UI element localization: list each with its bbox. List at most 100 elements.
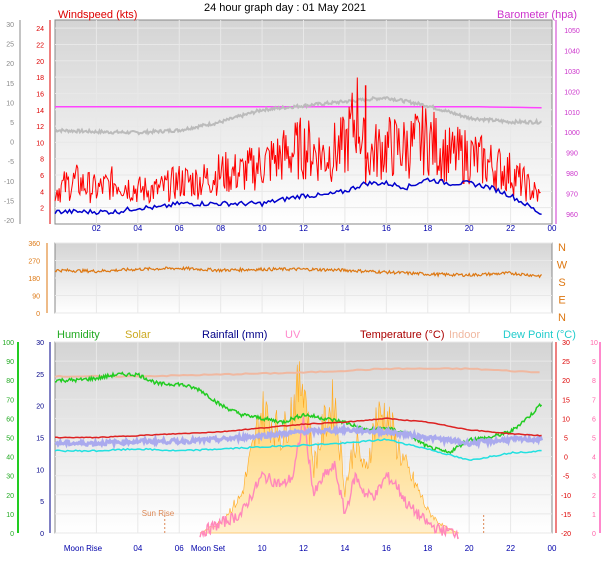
uv-tick-label: 2 bbox=[592, 493, 596, 500]
humidity-tick-label: 60 bbox=[6, 416, 14, 423]
wind-tick-label: 8 bbox=[40, 157, 44, 164]
avg-windspeed-line bbox=[54, 177, 542, 216]
indoor-line bbox=[54, 367, 540, 378]
temp-tick-label: 0 bbox=[564, 455, 568, 462]
x-tick-label: 08 bbox=[216, 224, 225, 233]
panel-wind-series bbox=[54, 77, 542, 216]
solar-label: Solar bbox=[125, 329, 151, 341]
humidity-tick-label: 100 bbox=[2, 340, 14, 347]
moon-set-label: Moon Set bbox=[191, 544, 226, 553]
humidity-tick-label: 10 bbox=[6, 512, 14, 519]
barometer-tick-label: 1030 bbox=[564, 69, 580, 76]
uv-tick-label: 3 bbox=[592, 474, 596, 481]
uv-line bbox=[199, 416, 460, 540]
panel-wind-axes: 24681012141618202224302520151050-5-10-15… bbox=[4, 20, 580, 233]
x-tick-label: 10 bbox=[258, 224, 267, 233]
x-tick-label: 22 bbox=[506, 224, 515, 233]
temp-tick-label: -20 bbox=[4, 218, 14, 225]
x-tick-label: 18 bbox=[423, 544, 432, 553]
barometer-tick-label: 970 bbox=[566, 191, 578, 198]
sun-rise-label: Sun Rise bbox=[142, 509, 175, 518]
compass-label: W bbox=[557, 260, 568, 272]
barometer-tick-label: 1000 bbox=[564, 130, 580, 137]
uv-tick-label: 8 bbox=[592, 378, 596, 385]
windspeed-label: Windspeed (kts) bbox=[58, 9, 137, 21]
rain-tick-label: 10 bbox=[36, 467, 44, 474]
x-tick-label: 14 bbox=[340, 544, 349, 553]
compass-label: N bbox=[558, 242, 566, 254]
compass-label: S bbox=[558, 277, 565, 289]
temp-tick-label: -15 bbox=[561, 512, 571, 519]
wind-tick-label: 2 bbox=[40, 206, 44, 213]
dewpoint-label: Dew Point (°C) bbox=[503, 329, 576, 341]
dewpoint-line bbox=[54, 438, 542, 461]
temp-tick-label: -15 bbox=[4, 198, 14, 205]
x-tick-label: 20 bbox=[465, 224, 474, 233]
barometer-tick-label: 1050 bbox=[564, 28, 580, 35]
x-tick-label: 04 bbox=[133, 224, 142, 233]
x-tick-label: 14 bbox=[340, 224, 349, 233]
x-tick-label: 18 bbox=[423, 224, 432, 233]
moon-rise-label: Moon Rise bbox=[64, 544, 103, 553]
direction-tick-label: 180 bbox=[28, 276, 40, 283]
wind-tick-label: 24 bbox=[36, 26, 44, 33]
humidity-tick-label: 90 bbox=[6, 359, 14, 366]
temp-tick-label: 15 bbox=[562, 397, 570, 404]
humidity-tick-label: 40 bbox=[6, 455, 14, 462]
rain-tick-label: 0 bbox=[40, 531, 44, 538]
temp-tick-label: 10 bbox=[6, 100, 14, 107]
barometer-tick-label: 980 bbox=[566, 171, 578, 178]
x-tick-label: 22 bbox=[506, 544, 515, 553]
wind-tick-label: 20 bbox=[36, 59, 44, 66]
humidity-tick-label: 20 bbox=[6, 493, 14, 500]
wind-tick-label: 16 bbox=[36, 91, 44, 98]
barometer-tick-label: 1010 bbox=[564, 110, 580, 117]
humidity-tick-label: 50 bbox=[6, 436, 14, 443]
direction-tick-label: 0 bbox=[36, 311, 40, 318]
x-tick-label: 16 bbox=[382, 224, 391, 233]
panel-direction-series bbox=[54, 265, 543, 279]
barometer-label: Barometer (hpa) bbox=[497, 9, 577, 21]
wind-tick-label: 6 bbox=[40, 173, 44, 180]
wind-tick-label: 14 bbox=[36, 108, 44, 115]
temperature-line bbox=[54, 417, 542, 439]
x-tick-label: 06 bbox=[175, 224, 184, 233]
direction-tick-label: 90 bbox=[32, 294, 40, 301]
lavender-line bbox=[54, 421, 544, 450]
panel-climate-axes: 0102030405060708090100051015202530-20-15… bbox=[2, 340, 601, 553]
rain-tick-label: 15 bbox=[36, 436, 44, 443]
temp-tick-label: 20 bbox=[6, 61, 14, 68]
barometer-tick-label: 1020 bbox=[564, 89, 580, 96]
wind-tick-label: 12 bbox=[36, 124, 44, 131]
solar-area bbox=[199, 361, 459, 534]
x-tick-label: 10 bbox=[258, 544, 267, 553]
temp-tick-label: -10 bbox=[561, 493, 571, 500]
barometer-tick-label: 990 bbox=[566, 151, 578, 158]
rain-tick-label: 25 bbox=[36, 372, 44, 379]
x-tick-label: 00 bbox=[548, 224, 557, 233]
x-tick-label: 20 bbox=[465, 544, 474, 553]
temp-tick-label: -20 bbox=[561, 531, 571, 538]
temp-tick-label: 30 bbox=[562, 340, 570, 347]
uv-tick-label: 7 bbox=[592, 397, 596, 404]
rain-tick-label: 5 bbox=[40, 499, 44, 506]
x-tick-label: 06 bbox=[175, 544, 184, 553]
temp-tick-label: 0 bbox=[10, 140, 14, 147]
temp-tick-label: -10 bbox=[4, 179, 14, 186]
chart-title: 24 hour graph day : 01 May 2021 bbox=[204, 2, 366, 14]
temp-tick-label: 5 bbox=[564, 436, 568, 443]
x-tick-label: 02 bbox=[92, 224, 101, 233]
temp-tick-label: -5 bbox=[563, 474, 569, 481]
temp-tick-label: 10 bbox=[562, 416, 570, 423]
wind-tick-label: 4 bbox=[40, 189, 44, 196]
rain-tick-label: 20 bbox=[36, 404, 44, 411]
humidity-tick-label: 80 bbox=[6, 378, 14, 385]
uv-tick-label: 0 bbox=[592, 531, 596, 538]
wind-tick-label: 10 bbox=[36, 140, 44, 147]
uv-tick-label: 1 bbox=[592, 512, 596, 519]
humidity-label: Humidity bbox=[57, 329, 100, 341]
uv-tick-label: 4 bbox=[592, 455, 596, 462]
wind-direction-line bbox=[54, 265, 543, 279]
humidity-tick-label: 30 bbox=[6, 474, 14, 481]
